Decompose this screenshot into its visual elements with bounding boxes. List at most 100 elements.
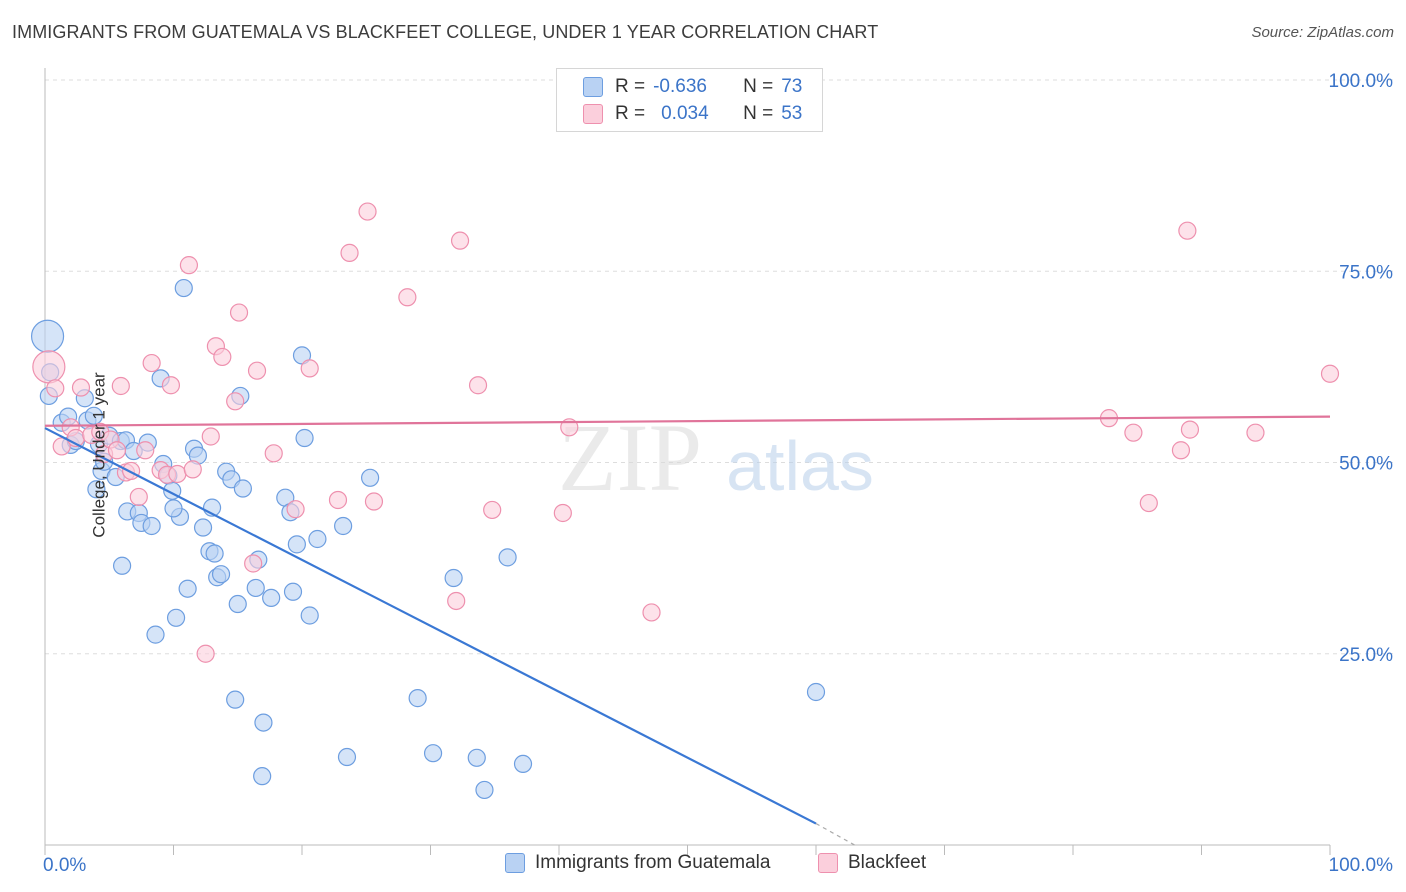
legend-swatch-guatemala: [505, 853, 525, 873]
data-point-guatemala: [226, 690, 245, 709]
data-point-blackfeet: [468, 376, 488, 395]
data-point-blackfeet: [1180, 420, 1200, 439]
data-point-blackfeet: [300, 359, 319, 378]
data-point-blackfeet: [553, 503, 572, 523]
data-point-guatemala: [142, 516, 161, 536]
data-point-blackfeet: [201, 427, 220, 446]
data-point-guatemala: [334, 516, 353, 536]
data-point-guatemala: [254, 713, 273, 732]
r-label: R =: [615, 103, 646, 124]
stats-swatch-guatemala: [583, 77, 603, 97]
data-point-blackfeet: [340, 243, 359, 262]
data-point-guatemala: [164, 499, 183, 518]
legend-item-blackfeet[interactable]: Blackfeet: [818, 852, 926, 874]
source-credit: Source: ZipAtlas.com: [1251, 24, 1394, 41]
data-point-guatemala: [283, 582, 303, 601]
data-point-blackfeet: [52, 437, 71, 456]
data-point-blackfeet: [447, 591, 466, 611]
data-point-guatemala: [253, 767, 272, 786]
stats-row-blackfeet: R = 0.034 N = 53: [583, 101, 802, 127]
data-point-guatemala: [806, 682, 826, 702]
legend-item-guatemala[interactable]: Immigrants from Guatemala: [505, 852, 770, 874]
r-label: R =: [615, 76, 646, 97]
data-point-guatemala: [246, 578, 265, 598]
data-point-blackfeet: [1139, 493, 1158, 513]
data-point-blackfeet: [1320, 364, 1340, 383]
data-point-blackfeet: [168, 464, 187, 484]
y-tick-label: 75.0%: [1339, 262, 1393, 283]
data-point-guatemala: [513, 754, 533, 774]
trend-line-blackfeet: [44, 415, 1331, 427]
data-point-blackfeet: [244, 554, 263, 573]
data-points: [30, 202, 1340, 800]
bottom-legend: Immigrants from Guatemala Blackfeet: [0, 852, 1406, 880]
r-value-blackfeet: 0.034: [661, 103, 709, 124]
data-point-blackfeet: [247, 361, 267, 380]
data-point-guatemala: [498, 548, 517, 567]
x-tick-label: 100.0%: [1329, 855, 1394, 876]
trend-line-guatemala: [44, 427, 817, 825]
data-point-guatemala: [193, 518, 213, 537]
data-point-guatemala: [174, 278, 193, 298]
data-point-guatemala: [262, 588, 281, 608]
grid-lines: [45, 79, 1393, 655]
x-tick-label: 0.0%: [43, 855, 86, 876]
data-point-guatemala: [205, 544, 224, 563]
data-point-blackfeet: [450, 231, 470, 250]
legend-label-guatemala: Immigrants from Guatemala: [535, 852, 771, 873]
data-point-guatemala: [337, 747, 357, 767]
data-point-guatemala: [146, 625, 165, 644]
data-point-guatemala: [475, 780, 494, 800]
data-point-guatemala: [30, 319, 65, 353]
data-point-guatemala: [467, 748, 486, 767]
data-point-blackfeet: [328, 490, 348, 510]
data-point-blackfeet: [161, 376, 181, 395]
data-point-blackfeet: [1178, 221, 1197, 240]
data-point-blackfeet: [129, 487, 148, 507]
data-point-guatemala: [295, 428, 314, 448]
data-point-blackfeet: [642, 603, 661, 622]
data-point-guatemala: [166, 608, 186, 627]
data-point-blackfeet: [121, 461, 141, 481]
y-tick-label: 25.0%: [1339, 645, 1393, 666]
stats-swatch-blackfeet: [583, 104, 603, 124]
data-point-guatemala: [211, 565, 231, 584]
y-axis-label: College, Under 1 year: [89, 372, 109, 538]
data-point-blackfeet: [71, 378, 91, 397]
data-point-blackfeet: [264, 444, 283, 463]
n-label: N =: [743, 76, 774, 97]
data-point-blackfeet: [286, 500, 305, 519]
data-point-guatemala: [178, 579, 197, 598]
r-value-guatemala: -0.636: [653, 76, 707, 97]
data-point-blackfeet: [483, 500, 502, 520]
watermark-atlas: atlas: [726, 427, 874, 505]
legend-label-blackfeet: Blackfeet: [848, 852, 927, 873]
axes: [44, 68, 1331, 855]
stats-legend: R = -0.636 N = 73 R = 0.034 N = 53: [556, 68, 823, 132]
data-point-guatemala: [361, 468, 380, 487]
data-point-blackfeet: [107, 441, 127, 460]
data-point-guatemala: [300, 606, 319, 625]
data-point-blackfeet: [46, 379, 65, 398]
data-point-blackfeet: [229, 303, 249, 322]
data-point-guatemala: [112, 556, 132, 575]
stats-row-guatemala: R = -0.636 N = 73: [583, 74, 802, 100]
data-point-guatemala: [308, 529, 327, 549]
data-point-blackfeet: [136, 441, 155, 460]
y-tick-label: 50.0%: [1339, 454, 1393, 475]
data-point-blackfeet: [1124, 423, 1143, 442]
trend-line-extension: [815, 823, 855, 846]
data-point-blackfeet: [1246, 423, 1265, 442]
data-point-guatemala: [228, 594, 247, 614]
n-value-blackfeet: 53: [781, 103, 803, 124]
legend-swatch-blackfeet: [818, 853, 838, 873]
data-point-blackfeet: [142, 353, 161, 373]
data-point-guatemala: [87, 480, 106, 499]
y-tick-label: 100.0%: [1329, 71, 1394, 92]
tick-labels: 25.0% 50.0% 75.0% 100.0% 0.0% 100.0%: [43, 71, 1393, 876]
data-point-blackfeet: [111, 376, 130, 396]
data-point-guatemala: [408, 689, 427, 708]
data-point-blackfeet: [32, 350, 66, 384]
trend-lines: [44, 415, 1331, 846]
